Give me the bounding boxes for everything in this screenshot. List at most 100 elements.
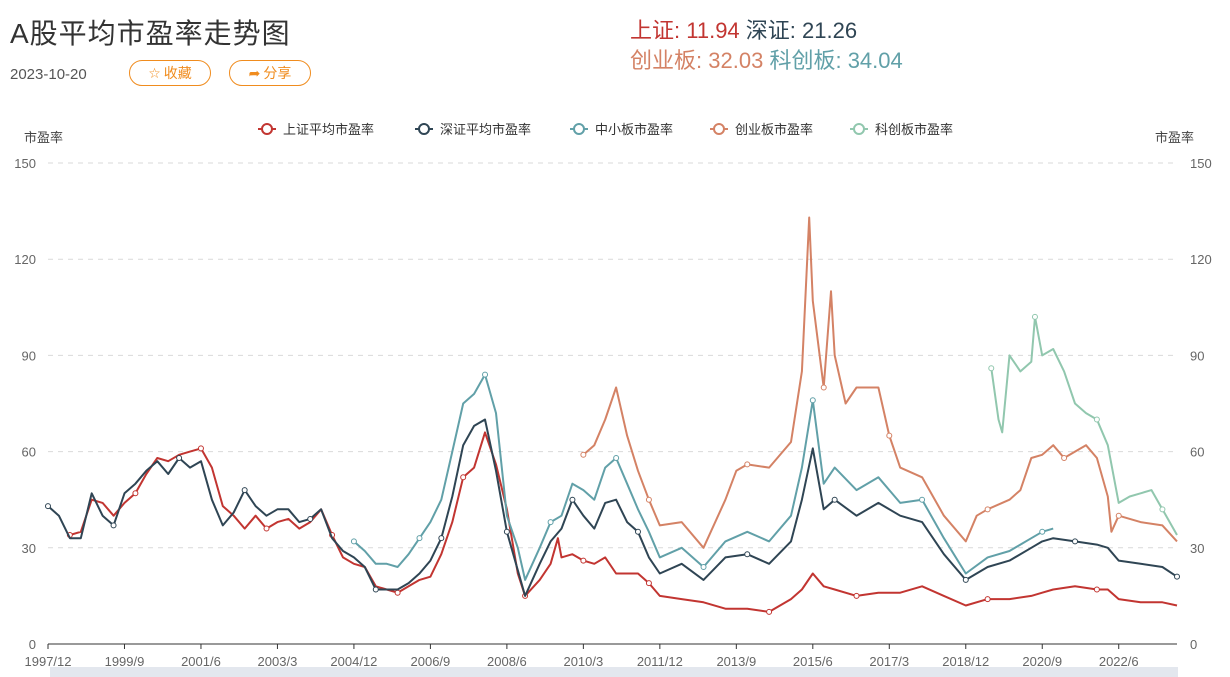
data-point: [1061, 455, 1068, 462]
data-point: [503, 528, 510, 535]
data-point: [372, 586, 379, 593]
x-tick-label: 1997/12: [25, 654, 72, 669]
data-point: [438, 535, 445, 542]
y-tick-label-right: 60: [1190, 445, 1204, 460]
data-point: [700, 564, 707, 571]
data-point: [988, 365, 995, 372]
series-line: [582, 216, 1178, 549]
data-point: [809, 397, 816, 404]
data-point: [962, 576, 969, 583]
data-point: [1115, 512, 1122, 519]
y-tick-label-right: 30: [1190, 541, 1204, 556]
sh-label: 上证:: [630, 18, 681, 43]
data-point: [645, 580, 652, 587]
x-tick-label: 2022/6: [1099, 654, 1139, 669]
sz-label: 深证:: [745, 18, 796, 43]
y-axis-title-left: 市盈率: [24, 130, 63, 145]
x-tick-label: 2004/12: [330, 654, 377, 669]
x-tick-label: 2006/9: [411, 654, 451, 669]
data-point: [1039, 528, 1046, 535]
data-point: [394, 589, 401, 596]
y-tick-label-right: 150: [1190, 156, 1212, 171]
kc-label: 科创板:: [769, 48, 842, 73]
summary-row-1: 上证: 11.94 深证: 21.26: [630, 16, 903, 46]
series-line: [353, 373, 1054, 581]
sh-value: 11.94: [686, 18, 740, 43]
share-arrow-icon: ➦: [248, 65, 261, 81]
data-point: [460, 474, 467, 481]
data-point: [886, 432, 893, 439]
data-point: [853, 592, 860, 599]
y-tick-label-left: 120: [14, 252, 36, 267]
zoom-slider[interactable]: [50, 667, 1178, 677]
legend-swatch-marker: [713, 123, 725, 135]
x-tick-label: 2018/12: [942, 654, 989, 669]
legend-swatch-marker: [261, 123, 273, 135]
x-tick-label: 2015/6: [793, 654, 833, 669]
share-button-label: 分享: [263, 65, 292, 81]
data-point: [580, 557, 587, 564]
legend-item-label: 深证平均市盈率: [440, 122, 531, 137]
page-title: A股平均市盈率走势图: [10, 18, 291, 49]
share-button[interactable]: ➦ 分享: [229, 60, 311, 86]
legend-swatch-marker: [853, 123, 865, 135]
data-point: [263, 525, 270, 532]
sz-value: 21.26: [802, 18, 858, 43]
data-point: [645, 496, 652, 503]
data-point: [766, 608, 773, 615]
y-axis-title-right: 市盈率: [1155, 130, 1194, 145]
x-tick-label: 2008/6: [487, 654, 527, 669]
data-point: [744, 551, 751, 558]
y-tick-label-left: 150: [14, 156, 36, 171]
data-point: [176, 455, 183, 462]
kc-value: 34.04: [847, 48, 903, 73]
y-tick-label-left: 60: [22, 445, 36, 460]
y-tick-label-left: 30: [22, 541, 36, 556]
legend-item-label: 科创板市盈率: [875, 122, 953, 137]
data-point: [45, 503, 51, 510]
data-point: [1174, 573, 1180, 580]
data-point: [580, 451, 587, 458]
data-point: [984, 506, 991, 513]
data-point: [416, 535, 423, 542]
data-point: [634, 528, 641, 535]
data-point: [569, 496, 576, 503]
x-tick-label: 2017/3: [869, 654, 909, 669]
data-point: [350, 538, 357, 545]
x-tick-label: 1999/9: [105, 654, 145, 669]
data-point: [820, 384, 827, 391]
x-tick-label: 2020/9: [1022, 654, 1062, 669]
legend-item-label: 上证平均市盈率: [283, 122, 374, 137]
pe-summary: 上证: 11.94 深证: 21.26 创业板: 32.03 科创板: 34.0…: [630, 16, 903, 76]
legend-item-label: 中小板市盈率: [595, 122, 673, 137]
data-point: [1093, 416, 1100, 423]
legend-swatch-marker: [573, 123, 585, 135]
data-point: [482, 371, 489, 378]
cy-value: 32.03: [708, 48, 764, 73]
y-tick-label-left: 0: [29, 637, 36, 652]
y-tick-label-left: 90: [22, 348, 36, 363]
cy-label: 创业板:: [630, 48, 703, 73]
series-line: [990, 315, 1178, 536]
data-point: [307, 515, 314, 522]
series-line: [69, 431, 1178, 613]
data-point: [1159, 506, 1166, 513]
legend-item-label: 创业板市盈率: [735, 122, 813, 137]
data-point: [110, 522, 117, 529]
date-label: 2023-10-20: [10, 66, 87, 83]
y-tick-label-right: 0: [1190, 637, 1197, 652]
y-tick-label-right: 120: [1190, 252, 1212, 267]
favorite-button[interactable]: ☆ 收藏: [129, 60, 211, 86]
star-outline-icon: ☆: [148, 65, 161, 81]
data-point: [1093, 586, 1100, 593]
legend-swatch-marker: [418, 123, 430, 135]
data-point: [984, 596, 991, 603]
x-tick-label: 2011/12: [637, 654, 683, 669]
summary-row-2: 创业板: 32.03 科创板: 34.04: [630, 46, 903, 76]
favorite-button-label: 收藏: [163, 65, 192, 81]
data-point: [831, 496, 838, 503]
data-point: [241, 487, 248, 494]
data-point: [547, 519, 554, 526]
data-point: [613, 455, 620, 462]
x-tick-label: 2003/3: [258, 654, 298, 669]
